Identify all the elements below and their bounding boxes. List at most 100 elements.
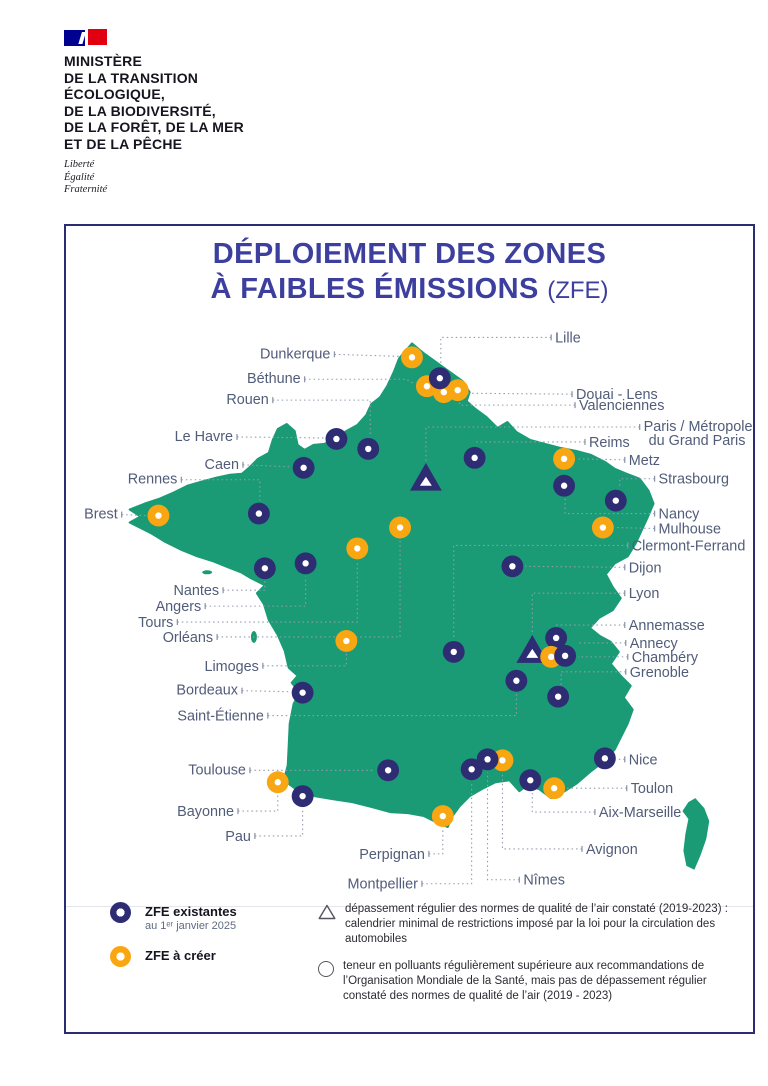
city-aix-marseille: Aix-Marseille xyxy=(519,769,681,821)
legend-to-create-label: ZFE à créer xyxy=(145,948,216,963)
city-metz: Metz xyxy=(553,447,660,470)
triangle-outline-icon xyxy=(318,904,336,925)
city-label-montpellier: Montpellier xyxy=(348,877,419,893)
legend-separator xyxy=(66,906,753,907)
city-label-lille: Lille xyxy=(555,330,581,346)
city-label-avignon: Avignon xyxy=(586,842,638,858)
ministry-line: MINISTÈRE xyxy=(64,53,143,69)
city-orleans: Orléans xyxy=(163,516,411,646)
city-label-nice: Nice xyxy=(629,752,658,768)
city-montpellier: Montpellier xyxy=(348,758,483,893)
city-lyon: Lyon xyxy=(516,586,659,663)
city-label-paris: du Grand Paris xyxy=(649,433,746,449)
ministry-line: DE LA FORÊT, DE LA MER xyxy=(64,119,244,135)
corsica-island xyxy=(682,798,710,870)
city-nice: Nice xyxy=(593,747,658,770)
city-label-toulouse: Toulouse xyxy=(188,762,246,778)
city-bayonne: Bayonne xyxy=(177,771,289,820)
ministry-block: MINISTÈRE DE LA TRANSITION ÉCOLOGIQUE, D… xyxy=(64,29,244,197)
city-tours: Tours xyxy=(138,537,369,631)
city-label-saint-etienne: Saint-Étienne xyxy=(177,708,263,725)
legend: ZFE existantes au 1ᵉʳ janvier 2025 ZFE à… xyxy=(110,902,747,1016)
city-label-annecy: Annecy xyxy=(630,636,679,652)
city-label-rennes: Rennes xyxy=(128,472,178,488)
flag-marianne-mark xyxy=(78,32,86,44)
title-line-2-main: À FAIBLES ÉMISSIONS xyxy=(210,273,539,305)
ministry-line: ÉCOLOGIQUE, xyxy=(64,86,165,102)
city-label-bayonne: Bayonne xyxy=(177,804,234,820)
motto-line: Égalité xyxy=(64,171,95,183)
city-label-dijon: Dijon xyxy=(629,560,662,576)
city-nimes: Nîmes xyxy=(476,748,565,889)
circle-note-text: teneur en polluants régulièrement supéri… xyxy=(343,960,707,1002)
city-le-havre: Le Havre xyxy=(175,427,348,450)
legend-item-existing: ZFE existantes au 1ᵉʳ janvier 2025 xyxy=(110,902,318,932)
flag-red-panel xyxy=(88,29,107,45)
city-dunkerque: Dunkerque xyxy=(260,346,423,369)
city-mulhouse: Mulhouse xyxy=(591,516,721,539)
city-valenciennes: Valenciennes xyxy=(446,379,664,414)
city-label-perpignan: Perpignan xyxy=(359,847,425,863)
poster-card: DÉPLOIEMENT DES ZONES À FAIBLES ÉMISSION… xyxy=(64,224,755,1034)
city-dijon: Dijon xyxy=(501,555,662,578)
circle-outline-icon xyxy=(318,961,334,977)
motto-line: Liberté xyxy=(64,159,95,170)
city-label-pau: Pau xyxy=(225,829,251,845)
city-label-bethune: Béthune xyxy=(247,371,301,387)
city-label-orleans: Orléans xyxy=(163,630,213,646)
legend-note-triangle: dépassement régulier des normes de quali… xyxy=(318,902,747,947)
city-angers: Angers xyxy=(156,552,317,615)
city-grenoble: Grenoble xyxy=(547,665,689,708)
city-nantes: Nantes xyxy=(173,557,276,599)
city-brest: Brest xyxy=(84,504,170,527)
city-caen: Caen xyxy=(205,457,315,479)
city-label-toulon: Toulon xyxy=(631,781,673,797)
city-limoges: Limoges xyxy=(204,629,358,675)
city-label-limoges: Limoges xyxy=(204,659,258,675)
city-label-clermont-ferrand: Clermont-Ferrand xyxy=(632,538,746,554)
france-map: Dunkerque Béthune Douai - LensValenciennes… xyxy=(84,330,752,893)
motto: Liberté Égalité Fraternité xyxy=(64,159,244,197)
city-annemasse: Annemasse xyxy=(545,618,705,649)
atlantic-island xyxy=(202,570,213,575)
title-line-2: À FAIBLES ÉMISSIONS (ZFE) xyxy=(66,272,753,308)
city-perpignan: Perpignan xyxy=(359,805,454,863)
city-strasbourg: Strasbourg xyxy=(604,472,729,512)
city-label-chambery: Chambéry xyxy=(632,650,699,666)
ministry-line: DE LA TRANSITION xyxy=(64,69,199,86)
title-zfe-suffix: (ZFE) xyxy=(547,277,609,304)
legend-markers: ZFE existantes au 1ᵉʳ janvier 2025 ZFE à… xyxy=(110,902,318,981)
city-label-brest: Brest xyxy=(84,507,118,523)
legend-item-to-create: ZFE à créer xyxy=(110,946,318,967)
city-label-tours: Tours xyxy=(138,615,173,631)
city-label-reims: Reims xyxy=(589,435,630,451)
city-toulon: Toulon xyxy=(543,777,673,800)
triangle-note-text: dépassement régulier des normes de quali… xyxy=(345,903,728,945)
ministry-line: DE LA BIODIVERSITÉ, xyxy=(64,102,216,119)
city-bordeaux: Bordeaux xyxy=(176,681,314,704)
motto-line: Fraternité xyxy=(64,184,108,195)
city-label-dunkerque: Dunkerque xyxy=(260,346,330,362)
city-label-annemasse: Annemasse xyxy=(629,618,705,634)
city-label-lyon: Lyon xyxy=(629,586,660,602)
city-label-aix-marseille: Aix-Marseille xyxy=(599,805,681,821)
legend-note-circle: teneur en polluants régulièrement supéri… xyxy=(318,959,747,1004)
city-label-le-havre: Le Havre xyxy=(175,429,233,445)
city-label-strasbourg: Strasbourg xyxy=(659,472,729,488)
city-label-rouen: Rouen xyxy=(226,392,268,408)
city-label-mulhouse: Mulhouse xyxy=(659,521,721,537)
zfe-to-create-dot-icon xyxy=(110,946,131,967)
city-toulouse: Toulouse xyxy=(188,759,400,782)
poster-title: DÉPLOIEMENT DES ZONES À FAIBLES ÉMISSION… xyxy=(66,237,753,308)
legend-existing-sublabel: au 1ᵉʳ janvier 2025 xyxy=(145,920,237,932)
city-label-grenoble: Grenoble xyxy=(630,665,689,681)
french-flag-logo xyxy=(64,29,110,46)
city-label-angers: Angers xyxy=(156,599,202,615)
city-label-nantes: Nantes xyxy=(173,583,219,599)
city-label-metz: Metz xyxy=(629,453,660,469)
title-line-1: DÉPLOIEMENT DES ZONES xyxy=(212,238,607,270)
city-label-bordeaux: Bordeaux xyxy=(176,683,238,699)
city-label-douai-lens: Douai - Lens xyxy=(576,387,658,403)
